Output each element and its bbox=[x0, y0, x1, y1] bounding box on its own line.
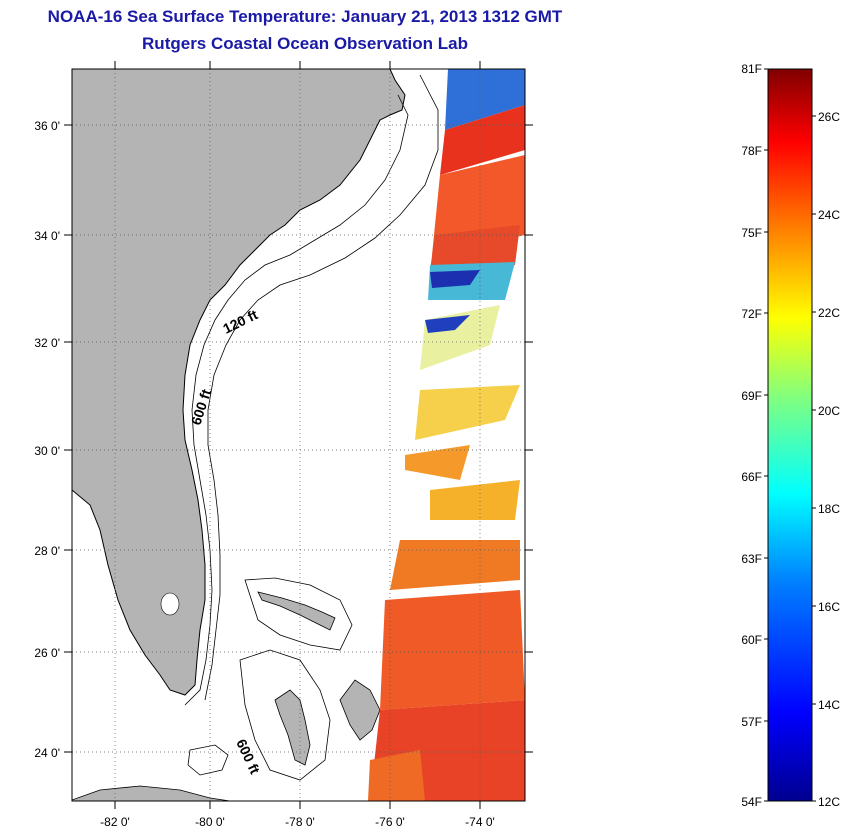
contour-bahamas-south bbox=[239, 649, 331, 781]
colorbar-label-f: 54F bbox=[741, 795, 762, 809]
lon-label: -74 0' bbox=[465, 815, 495, 829]
colorbar-label-c: 14C bbox=[818, 698, 840, 712]
contour-120ft bbox=[184, 94, 409, 706]
colorbar-label-f: 66F bbox=[741, 470, 762, 484]
lon-label: -76 0' bbox=[375, 815, 405, 829]
colorbar bbox=[767, 68, 813, 802]
colorbar-label-c: 22C bbox=[818, 306, 840, 320]
colorbar-label-c: 26C bbox=[818, 110, 840, 124]
colorbar-label-f: 78F bbox=[741, 144, 762, 158]
map-frame bbox=[71, 68, 526, 802]
lat-label: 30 0' bbox=[34, 444, 60, 458]
bahamas-east bbox=[339, 679, 381, 741]
colorbar-label-f: 81F bbox=[741, 62, 762, 76]
lat-label: 28 0' bbox=[34, 544, 60, 558]
tick-marks bbox=[64, 61, 533, 809]
colorbar-label-c: 24C bbox=[818, 208, 840, 222]
colorbar-label-f: 63F bbox=[741, 552, 762, 566]
contour-label-600ft: 600 ft bbox=[188, 387, 215, 427]
sst-swath bbox=[368, 69, 525, 801]
cuba-coast bbox=[72, 785, 231, 801]
contour-bahamas-small bbox=[187, 744, 229, 776]
contour-600ft bbox=[204, 74, 439, 701]
colorbar-ticks bbox=[764, 68, 816, 802]
bahamas-grand bbox=[257, 591, 336, 631]
lon-label: -80 0' bbox=[195, 815, 225, 829]
colorbar-label-c: 18C bbox=[818, 502, 840, 516]
land-mainland bbox=[72, 69, 406, 696]
colorbar-label-f: 69F bbox=[741, 389, 762, 403]
lake-okeechobee bbox=[160, 592, 180, 616]
lat-label: 34 0' bbox=[34, 229, 60, 243]
contour-label-120ft: 120 ft bbox=[220, 306, 260, 337]
colorbar-label-c: 16C bbox=[818, 600, 840, 614]
colorbar-label-c: 20C bbox=[818, 404, 840, 418]
lat-label: 26 0' bbox=[34, 646, 60, 660]
bahamas-andros bbox=[274, 689, 311, 766]
contour-bahamas-outer bbox=[244, 577, 353, 651]
colorbar-label-f: 72F bbox=[741, 307, 762, 321]
lat-label: 36 0' bbox=[34, 119, 60, 133]
lat-label: 32 0' bbox=[34, 336, 60, 350]
colorbar-label-f: 75F bbox=[741, 226, 762, 240]
lon-label: -78 0' bbox=[285, 815, 315, 829]
lat-label: 24 0' bbox=[34, 746, 60, 760]
lon-label: -82 0' bbox=[100, 815, 130, 829]
contour-label-600ft-south: 600 ft bbox=[233, 737, 263, 777]
map-subtitle: Rutgers Coastal Ocean Observation Lab bbox=[142, 34, 468, 53]
map-title: NOAA-16 Sea Surface Temperature: January… bbox=[47, 7, 563, 26]
colorbar-label-f: 57F bbox=[741, 715, 762, 729]
colorbar-label-f: 60F bbox=[741, 633, 762, 647]
colorbar-label-c: 12C bbox=[818, 795, 840, 809]
